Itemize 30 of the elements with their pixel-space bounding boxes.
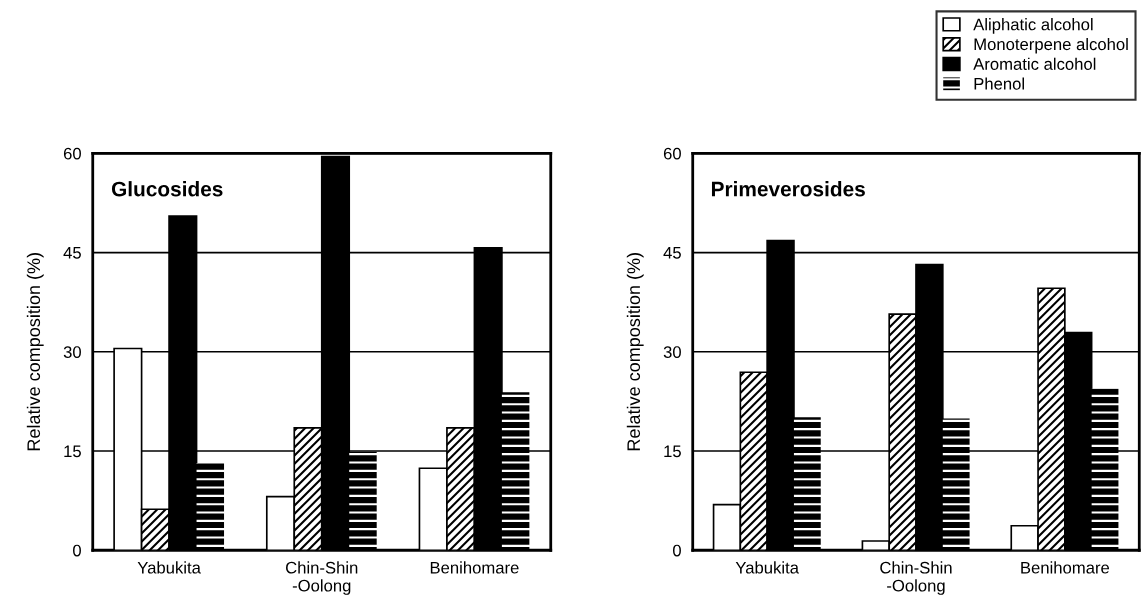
x-tick-label: Benihomare (430, 561, 519, 574)
y-tick-label: 45 (63, 247, 81, 259)
bar (793, 417, 821, 551)
x-tick-label: Yabukita (137, 561, 201, 574)
y-tick-label: 30 (63, 346, 81, 358)
legend-label: Monoterpene alcohol (974, 37, 1128, 54)
legend-label: Phenol (974, 77, 1024, 90)
y-tick-label: 15 (64, 445, 81, 458)
x-tick-label: Chin-Shin -Oolong (880, 561, 952, 595)
legend-label: Aromatic alcohol (973, 57, 1096, 70)
bar (196, 462, 225, 551)
bar (501, 392, 530, 551)
y-axis-title: Relative composition (%) (626, 253, 644, 451)
y-axis-title: Relative composition (%) (26, 253, 44, 451)
y-tick-label: 45 (663, 247, 681, 259)
x-tick-label: Benihomare (1021, 561, 1110, 574)
text: Glucosides (111, 181, 223, 197)
bar (942, 418, 970, 551)
y-tick-label: 15 (664, 445, 681, 458)
y-tick-label: 60 (63, 147, 81, 160)
legend-label: Aliphatic alcohol (973, 18, 1093, 34)
x-tick-label: Chin-Shin -Oolong (286, 561, 358, 595)
text: Primeverosides (711, 181, 865, 197)
y-tick-label: 0 (73, 544, 81, 557)
bar (1091, 388, 1119, 551)
y-tick-label: 60 (663, 147, 681, 160)
bar (349, 451, 377, 551)
y-tick-label: 30 (663, 346, 681, 358)
y-tick-label: 0 (673, 544, 681, 557)
x-tick-label: Yabukita (735, 561, 799, 574)
